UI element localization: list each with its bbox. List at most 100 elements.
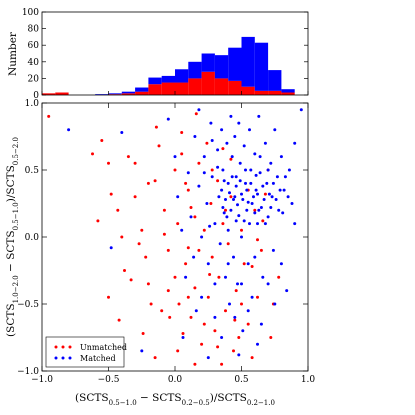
hist-bar-matched	[214, 55, 229, 79]
hist-bar-unmatched	[188, 78, 202, 95]
point-unmatched	[133, 195, 137, 199]
point-matched	[240, 282, 243, 286]
hist-bar-unmatched	[121, 93, 136, 95]
point-matched	[230, 175, 234, 179]
point-unmatched	[116, 208, 120, 212]
point-matched	[250, 202, 254, 205]
legend-marker-matched	[68, 356, 72, 360]
point-matched	[200, 235, 204, 239]
point-matched	[257, 208, 261, 212]
point-unmatched	[216, 179, 220, 183]
point-matched	[244, 181, 247, 185]
point-matched	[222, 211, 226, 215]
hist-bar-unmatched	[281, 92, 295, 95]
point-unmatched	[133, 161, 137, 165]
point-matched	[186, 171, 190, 175]
legend-marker-unmatched	[61, 345, 65, 349]
point-unmatched	[256, 238, 259, 242]
point-unmatched	[216, 345, 220, 349]
point-matched	[228, 302, 231, 306]
point-matched	[271, 181, 275, 185]
point-matched	[237, 353, 241, 357]
hist-ytick-label: 80	[28, 25, 40, 35]
point-unmatched	[224, 208, 227, 212]
point-matched	[259, 322, 263, 326]
point-unmatched	[137, 242, 141, 246]
point-matched	[253, 255, 257, 259]
point-unmatched	[209, 202, 213, 205]
point-matched	[258, 155, 262, 159]
scatter-ytick-label: −1.0	[17, 367, 39, 377]
point-matched	[266, 215, 270, 219]
point-unmatched	[177, 302, 181, 306]
histogram-ylabel: Number	[7, 31, 19, 76]
point-matched	[293, 141, 297, 145]
point-matched	[176, 195, 180, 199]
point-unmatched	[259, 248, 263, 252]
point-matched	[206, 262, 210, 266]
point-unmatched	[213, 329, 217, 333]
point-matched	[266, 168, 270, 172]
point-matched	[282, 188, 286, 192]
scatter-xtick-label: 0.0	[168, 375, 183, 385]
point-unmatched	[153, 179, 157, 183]
point-matched	[299, 108, 303, 112]
hist-bar-matched	[121, 91, 136, 94]
point-unmatched	[246, 322, 250, 326]
point-unmatched	[237, 336, 241, 339]
point-matched	[202, 171, 206, 175]
point-unmatched	[141, 332, 145, 335]
point-matched	[218, 242, 222, 246]
point-matched	[234, 219, 238, 223]
point-unmatched	[193, 215, 197, 219]
point-unmatched	[217, 275, 221, 279]
point-matched	[216, 165, 220, 169]
point-unmatched	[126, 155, 130, 159]
point-matched	[232, 198, 235, 201]
point-matched	[269, 161, 273, 165]
hist-bar-matched	[228, 47, 242, 81]
histogram-ticks: 0 20 40 60 80 100	[22, 8, 309, 101]
point-matched	[237, 214, 241, 218]
point-matched	[256, 192, 259, 196]
point-unmatched	[193, 362, 197, 366]
point-unmatched	[229, 195, 233, 199]
point-matched	[250, 295, 254, 299]
point-matched	[241, 329, 245, 333]
scatter-xlabel: (SCTS0.5−1.0 − SCTS0.2−0.5)/SCTS0.2−1.0	[75, 392, 275, 407]
point-matched	[275, 175, 279, 179]
point-matched	[216, 148, 220, 152]
point-unmatched	[184, 181, 188, 185]
point-unmatched	[220, 362, 224, 366]
point-matched	[256, 342, 259, 346]
point-matched	[274, 198, 278, 201]
point-unmatched	[160, 309, 164, 313]
point-matched	[194, 309, 198, 313]
point-matched	[252, 195, 255, 199]
point-unmatched	[263, 192, 267, 196]
point-matched	[226, 228, 230, 232]
legend-marker-unmatched	[68, 345, 72, 349]
point-unmatched	[277, 275, 281, 279]
point-matched	[245, 188, 249, 192]
scatter-xtick-label: 0.5	[234, 375, 249, 385]
point-unmatched	[180, 152, 184, 156]
scatter-ytick-label: −0.5	[17, 300, 39, 310]
point-matched	[220, 128, 224, 132]
point-unmatched	[146, 181, 150, 185]
point-unmatched	[202, 228, 206, 232]
point-matched	[229, 208, 233, 212]
hist-bar-matched	[201, 53, 215, 72]
point-unmatched	[221, 222, 225, 226]
point-unmatched	[250, 356, 254, 360]
point-unmatched	[173, 168, 177, 172]
point-matched	[234, 175, 238, 179]
point-matched	[233, 195, 237, 199]
point-matched	[238, 179, 242, 183]
point-matched	[166, 117, 170, 121]
point-unmatched	[144, 255, 148, 259]
point-unmatched	[242, 262, 246, 266]
point-matched	[269, 206, 273, 209]
point-matched	[193, 135, 197, 138]
point-matched	[225, 215, 229, 219]
